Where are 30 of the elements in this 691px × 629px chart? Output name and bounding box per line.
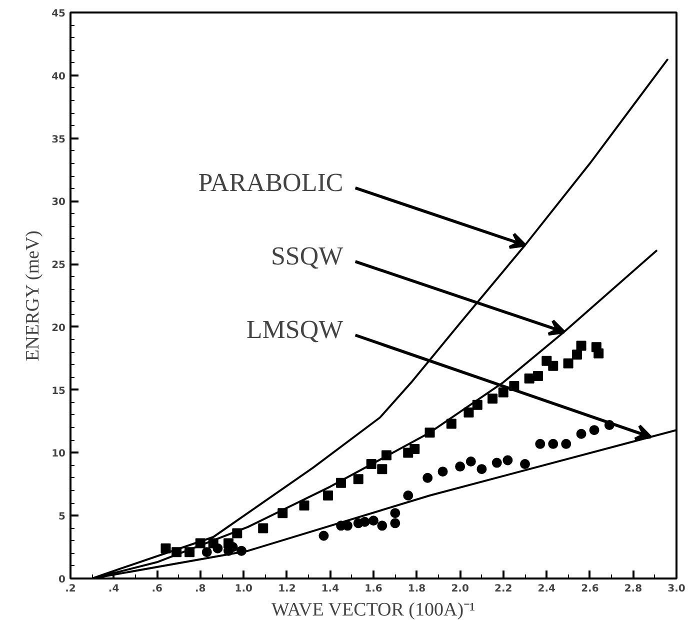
x-tick-label: 1.0 (234, 584, 253, 594)
annotation: SSQW (270, 241, 344, 270)
x-axis-title: WAVE VECTOR (100A)⁻¹ (271, 600, 476, 620)
x-tick-label: 2.0 (451, 584, 469, 594)
y-tick-label: 10 (52, 448, 66, 460)
annotation: LMSQW (246, 314, 344, 344)
x-tick-label: 2.6 (581, 584, 599, 594)
x-tick-label: 2.8 (624, 584, 642, 594)
x-tick-label: 3.0 (668, 584, 686, 594)
y-tick-label: 30 (52, 197, 66, 208)
x-tick-label: .6 (152, 584, 162, 594)
x-tick-label: 2.4 (538, 584, 556, 594)
y-tick-label: 0 (58, 574, 66, 586)
y-tick-label: 45 (52, 8, 66, 20)
y-tick-label: 25 (52, 260, 66, 272)
x-tick-label: .4 (108, 584, 120, 594)
y-axis-title: ENERGY (meV) (22, 230, 44, 362)
x-tick-label: 1.8 (408, 584, 426, 594)
x-tick-label: 1.2 (278, 584, 296, 594)
x-tick-label: .2 (65, 584, 76, 594)
y-tick-label: 15 (52, 386, 66, 397)
x-tick-label: 1.6 (364, 584, 382, 594)
y-tick-label: 35 (52, 134, 66, 146)
annotation: PARABOLIC (198, 168, 344, 197)
x-tick-label: 2.2 (494, 584, 512, 594)
y-tick-label: 40 (52, 71, 66, 82)
y-tick-label: 20 (52, 322, 66, 334)
x-tick-label: 1.4 (321, 584, 340, 594)
x-tick-label: .8 (194, 584, 206, 594)
y-tick-label: 5 (58, 512, 66, 523)
